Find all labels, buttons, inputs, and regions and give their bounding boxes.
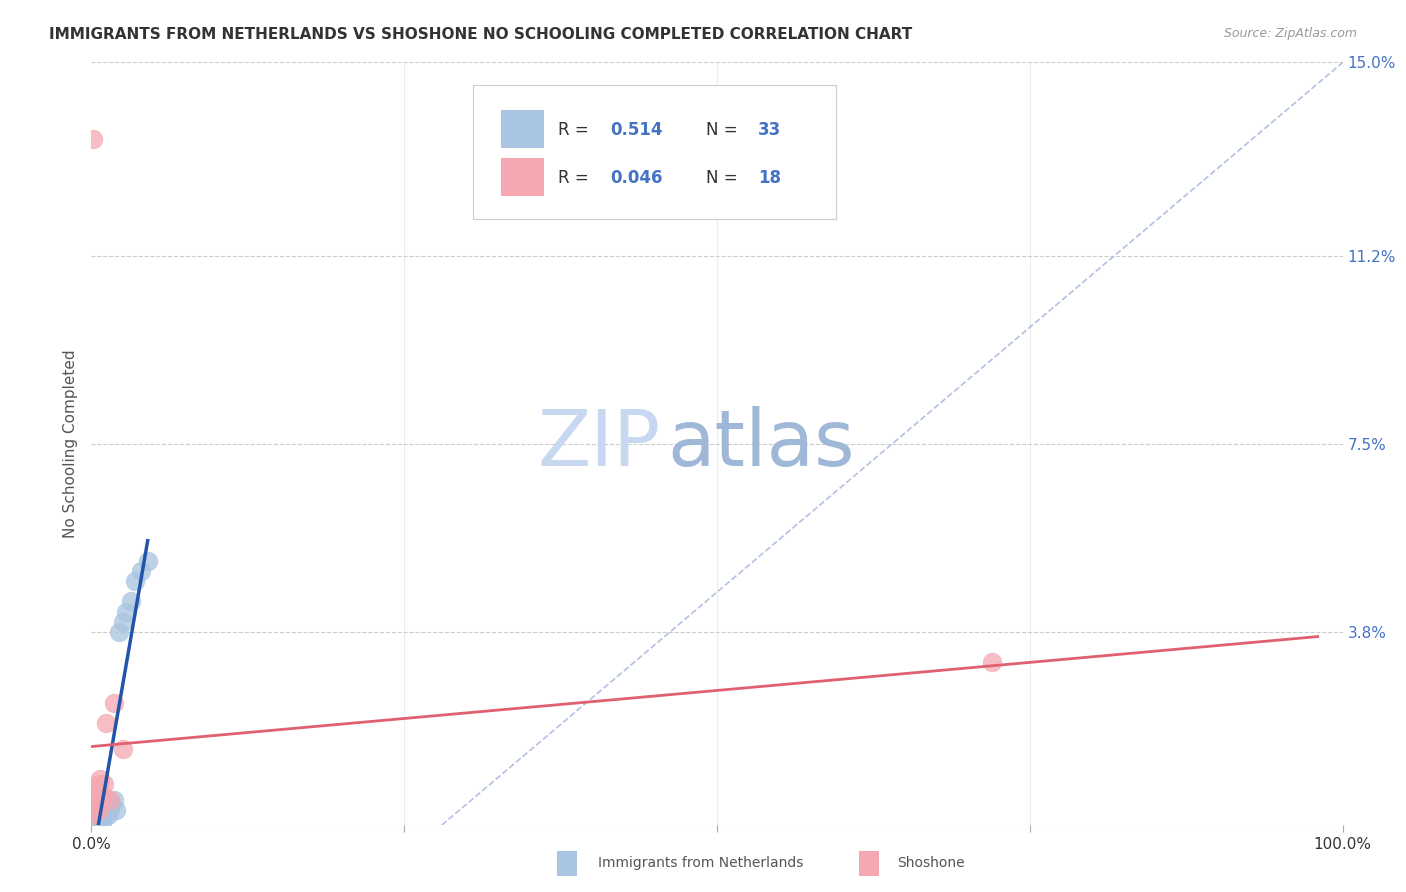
Point (83, 818, 105, 832)
Point (86, 813, 108, 827)
Point (82, 818, 104, 832)
Text: Immigrants from Netherlands: Immigrants from Netherlands (598, 856, 803, 871)
Point (83, 813, 105, 827)
Point (87, 777, 110, 791)
FancyBboxPatch shape (501, 110, 544, 148)
Point (91, 797, 114, 812)
Point (87, 803, 110, 817)
Point (103, 696, 125, 710)
Point (83, 797, 105, 812)
Point (82, 808, 104, 822)
Point (97, 793, 120, 807)
Point (86, 782, 108, 797)
Point (89, 772, 111, 787)
FancyBboxPatch shape (472, 86, 837, 219)
Point (120, 594, 142, 608)
Text: 0.046: 0.046 (610, 169, 664, 187)
Point (86, 793, 108, 807)
Point (86, 808, 108, 822)
Point (89, 808, 111, 822)
Point (108, 624, 131, 639)
Point (93, 808, 115, 822)
Point (94, 803, 117, 817)
Point (82, 132, 104, 146)
Point (90, 793, 112, 807)
Point (131, 564, 153, 578)
Point (100, 797, 122, 812)
Point (111, 615, 134, 629)
Point (86, 813, 108, 827)
Point (97, 808, 120, 822)
Text: R =: R = (558, 120, 595, 138)
Point (96, 716, 118, 731)
Text: N =: N = (706, 169, 742, 187)
Point (84, 808, 107, 822)
Text: 18: 18 (758, 169, 782, 187)
Point (981, 656, 1004, 670)
Point (84, 803, 107, 817)
Point (93, 777, 115, 791)
Text: R =: R = (558, 169, 595, 187)
Point (105, 803, 128, 817)
Text: ZIP: ZIP (537, 406, 661, 482)
Point (96, 797, 118, 812)
Text: Shoshone: Shoshone (897, 856, 965, 871)
Point (98, 803, 121, 817)
Point (84, 788, 107, 802)
Point (84, 818, 107, 832)
Point (87, 803, 110, 817)
Text: Source: ZipAtlas.com: Source: ZipAtlas.com (1223, 27, 1357, 40)
Point (90, 803, 112, 817)
Text: IMMIGRANTS FROM NETHERLANDS VS SHOSHONE NO SCHOOLING COMPLETED CORRELATION CHART: IMMIGRANTS FROM NETHERLANDS VS SHOSHONE … (49, 27, 912, 42)
Point (91, 788, 114, 802)
Point (103, 793, 125, 807)
Point (124, 574, 146, 588)
Point (86, 803, 108, 817)
Point (90, 808, 112, 822)
Point (111, 742, 134, 756)
Text: 33: 33 (758, 120, 782, 138)
Text: N =: N = (706, 120, 742, 138)
Point (87, 818, 110, 832)
Y-axis label: No Schooling Completed: No Schooling Completed (62, 350, 77, 538)
Text: atlas: atlas (666, 406, 855, 482)
FancyBboxPatch shape (501, 158, 544, 196)
Point (98, 793, 121, 807)
Point (115, 605, 138, 619)
Point (136, 554, 159, 568)
Text: 0.514: 0.514 (610, 120, 664, 138)
Point (91, 813, 114, 827)
Point (89, 813, 111, 827)
